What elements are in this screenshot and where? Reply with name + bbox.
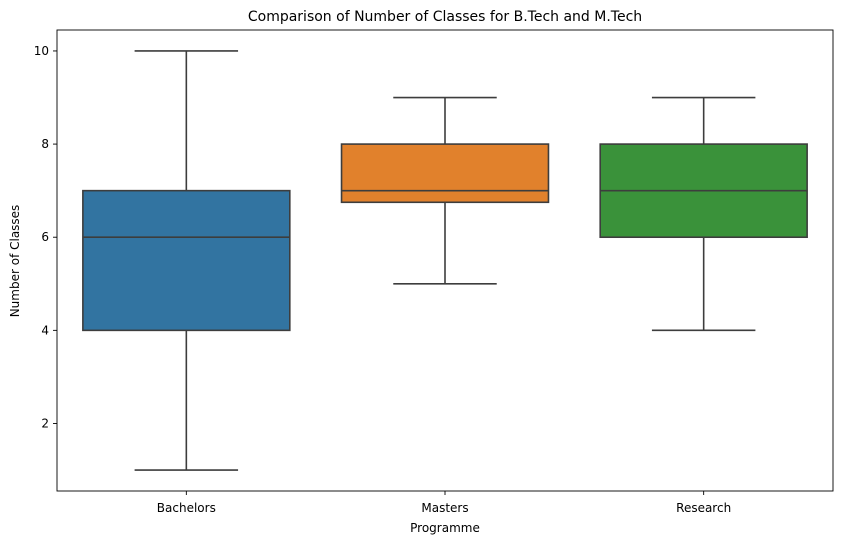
- box-masters: [340, 96, 550, 285]
- x-axis-ticks: Bachelors Masters Research: [157, 491, 731, 515]
- box-bachelors: [82, 50, 291, 471]
- x-tick-label: Bachelors: [157, 501, 216, 515]
- x-axis-label: Programme: [410, 521, 480, 535]
- y-tick-label: 8: [41, 137, 49, 151]
- y-tick-label: 6: [41, 230, 49, 244]
- iqr-box: [82, 189, 291, 332]
- y-axis-ticks: 2 4 6 8 10: [34, 44, 57, 430]
- x-tick-label: Masters: [421, 501, 468, 515]
- y-tick-label: 10: [34, 44, 49, 58]
- chart-title: Comparison of Number of Classes for B.Te…: [248, 9, 642, 25]
- box-research: [599, 96, 808, 332]
- iqr-box: [340, 143, 550, 204]
- y-axis-label: Number of Classes: [8, 205, 22, 318]
- plot-area: [82, 50, 808, 471]
- plot-frame: [56, 29, 834, 492]
- y-tick-label: 2: [41, 416, 49, 430]
- y-tick-label: 4: [41, 323, 49, 337]
- x-tick-label: Research: [676, 501, 731, 515]
